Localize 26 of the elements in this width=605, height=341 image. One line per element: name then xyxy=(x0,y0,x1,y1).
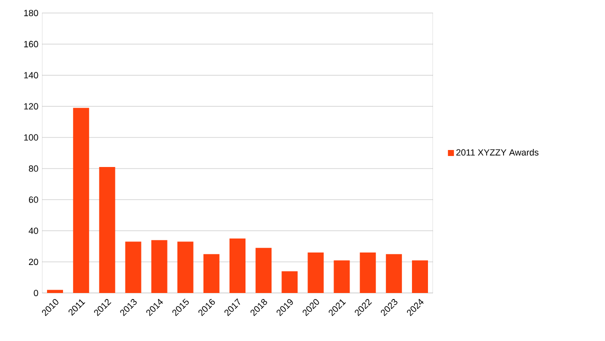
y-tick-label: 40 xyxy=(28,228,38,234)
bar xyxy=(412,260,428,293)
y-tick-label: 60 xyxy=(28,196,38,203)
bar xyxy=(125,242,142,293)
bar xyxy=(230,238,246,293)
y-tick-label: 20 xyxy=(28,258,38,266)
y-tick-label: 180 xyxy=(24,10,38,16)
bar xyxy=(308,252,324,293)
bar xyxy=(47,290,64,293)
y-tick-label: 140 xyxy=(24,72,38,78)
bar xyxy=(282,271,298,293)
bar xyxy=(203,254,220,293)
bar xyxy=(151,240,168,293)
y-tick-label: 120 xyxy=(24,103,38,110)
y-tick-label: 100 xyxy=(24,134,38,141)
bar xyxy=(360,252,376,293)
bar xyxy=(177,242,194,293)
bar xyxy=(256,248,272,293)
bar xyxy=(99,167,116,293)
bar xyxy=(334,260,350,293)
y-tick-label: 160 xyxy=(24,40,38,48)
y-tick-label: 80 xyxy=(28,165,38,172)
y-tick-label: 0 xyxy=(34,290,38,296)
bar xyxy=(73,108,90,293)
bar xyxy=(386,254,402,293)
legend-label: 2011 XYZZY Awards xyxy=(456,149,538,156)
